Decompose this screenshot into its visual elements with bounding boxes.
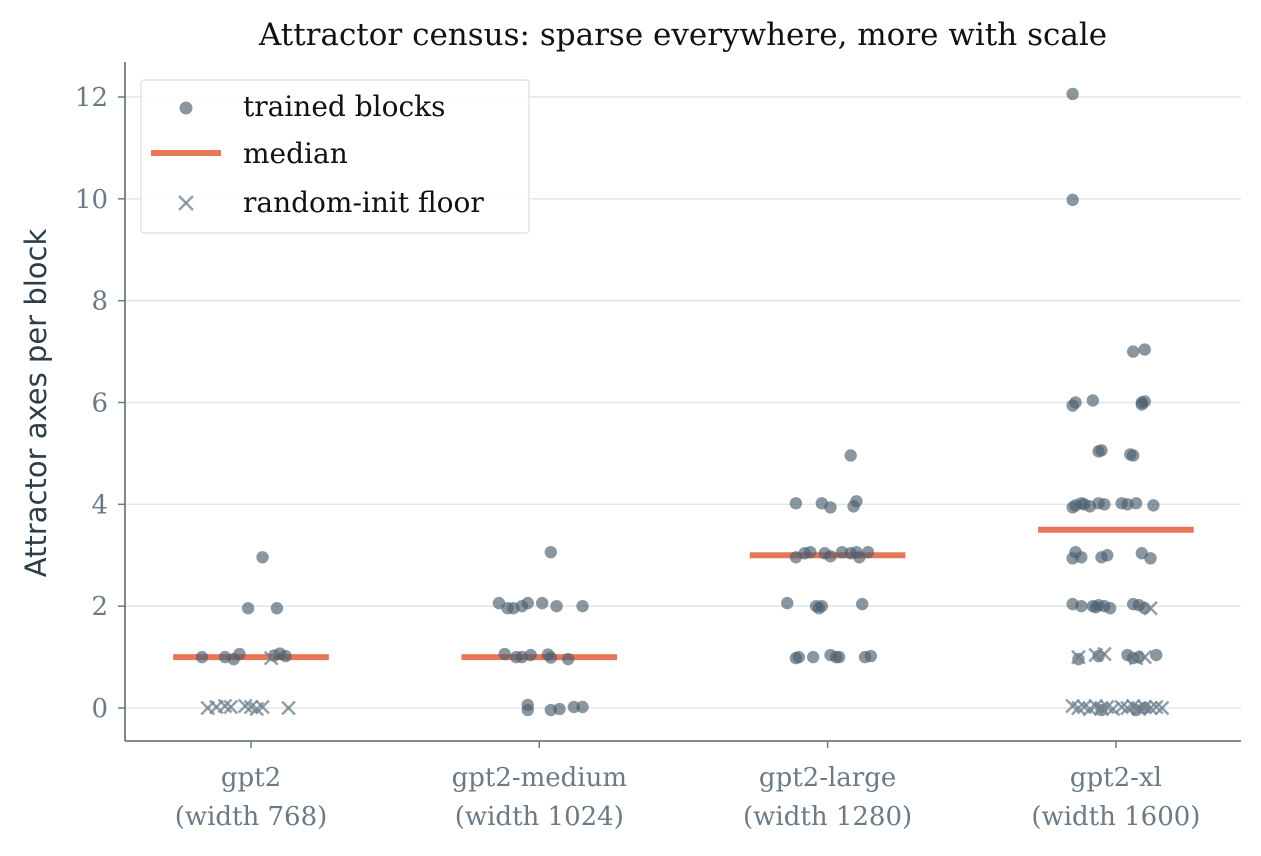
trained-point [1086, 394, 1100, 407]
legend-frame [140, 79, 530, 234]
random-init-point [1137, 699, 1153, 715]
trained-point [1072, 652, 1085, 666]
random-init-points [200, 600, 1170, 717]
x-tick-sublabel: (width 1024) [455, 802, 624, 832]
x-tick-label: gpt2-xl [1070, 763, 1162, 793]
trained-point [1144, 552, 1157, 565]
trained-point [1126, 449, 1140, 462]
random-init-point [1154, 700, 1170, 716]
trained-point [544, 651, 558, 664]
trained-point [1095, 444, 1108, 457]
trained-point [195, 650, 209, 664]
trained-point [521, 698, 534, 712]
legend-trained-label: trained blocks [243, 90, 445, 123]
random-init-point [217, 698, 233, 714]
trained-point [576, 599, 589, 613]
axes: 0 2 4 6 8 10 12 gpt2 (width 768) gpt2-medium (widt… [75, 62, 1241, 832]
trained-point [256, 551, 269, 564]
random-init-point [1071, 649, 1086, 665]
trained-point [1126, 345, 1140, 358]
random-init-point [1114, 699, 1130, 715]
y-tick-label: 4 [91, 490, 108, 520]
trained-point [832, 650, 846, 664]
y-tick-label: 10 [75, 185, 108, 215]
trained-point [1135, 398, 1149, 411]
trained-point [1066, 87, 1079, 101]
trained-point [241, 602, 255, 615]
trained-point [550, 599, 563, 613]
trained-point [279, 649, 292, 663]
random-init-point [1071, 700, 1086, 716]
trained-point [524, 648, 537, 662]
trained-point [792, 650, 805, 664]
trained-point [824, 550, 837, 563]
trained-point [1150, 648, 1163, 662]
trained-point [567, 700, 581, 714]
trained-point [781, 596, 794, 610]
legend-random-marker [178, 195, 194, 211]
trained-point [815, 599, 829, 613]
random-init-point [237, 698, 253, 714]
trained-point [1075, 599, 1088, 613]
trained-point [498, 647, 511, 661]
trained-point [535, 596, 549, 610]
y-tick-label: 0 [91, 694, 108, 724]
trained-point [1066, 193, 1079, 207]
trained-point [824, 501, 837, 514]
trained-point [1138, 343, 1151, 356]
trained-point [1147, 499, 1160, 512]
trained-point [864, 649, 878, 663]
trained-point [844, 449, 857, 462]
legend-median-label: median [243, 137, 348, 170]
y-tick-label: 8 [91, 287, 108, 317]
random-init-point [1105, 701, 1121, 717]
trained-point [576, 700, 589, 714]
trained-point [233, 647, 246, 661]
median-lines [173, 526, 1194, 661]
trained-point [1069, 396, 1082, 409]
random-init-point [1148, 699, 1164, 715]
random-init-point [1143, 600, 1158, 616]
trained-point [544, 545, 558, 559]
chart-title: Attractor census: sparse everywhere, mor… [258, 17, 1107, 53]
trained-point [855, 597, 869, 611]
trained-point [270, 602, 284, 615]
y-tick-label: 12 [75, 83, 108, 113]
trained-point [1103, 602, 1117, 615]
legend: trained blocks median random-init floor [140, 79, 530, 234]
random-init-point [1094, 700, 1109, 716]
trained-point [806, 650, 820, 664]
y-axis-label: Attractor axes per block [19, 229, 53, 578]
random-init-point [255, 699, 270, 715]
trained-point [861, 545, 875, 559]
random-init-point [1137, 649, 1153, 665]
y-tick-label: 2 [91, 592, 108, 622]
trained-point [850, 495, 863, 508]
legend-trained-marker [179, 101, 193, 115]
random-init-point [281, 700, 296, 716]
trained-point [521, 596, 534, 610]
y-tick-label: 6 [91, 389, 108, 419]
trained-point [561, 652, 575, 666]
x-tick-sublabel: (width 768) [175, 802, 328, 832]
x-tick-label: gpt2-medium [452, 763, 627, 793]
random-init-point [263, 650, 279, 666]
x-tick-sublabel: (width 1280) [743, 802, 912, 832]
legend-random-label: random-init floor [243, 186, 484, 219]
x-tick-label: gpt2-large [759, 763, 896, 793]
trained-point [1101, 549, 1114, 562]
x-tick-label: gpt2 [221, 763, 281, 793]
random-init-point [1096, 646, 1112, 662]
trained-point [804, 545, 817, 559]
trained-point [789, 497, 803, 510]
trained-point [1098, 498, 1111, 511]
random-init-point [1143, 700, 1158, 716]
trained-point [553, 702, 566, 716]
x-tick-sublabel: (width 1600) [1031, 802, 1200, 832]
random-init-point [223, 699, 239, 715]
trained-point [1129, 497, 1143, 510]
trained-point [1075, 551, 1088, 564]
